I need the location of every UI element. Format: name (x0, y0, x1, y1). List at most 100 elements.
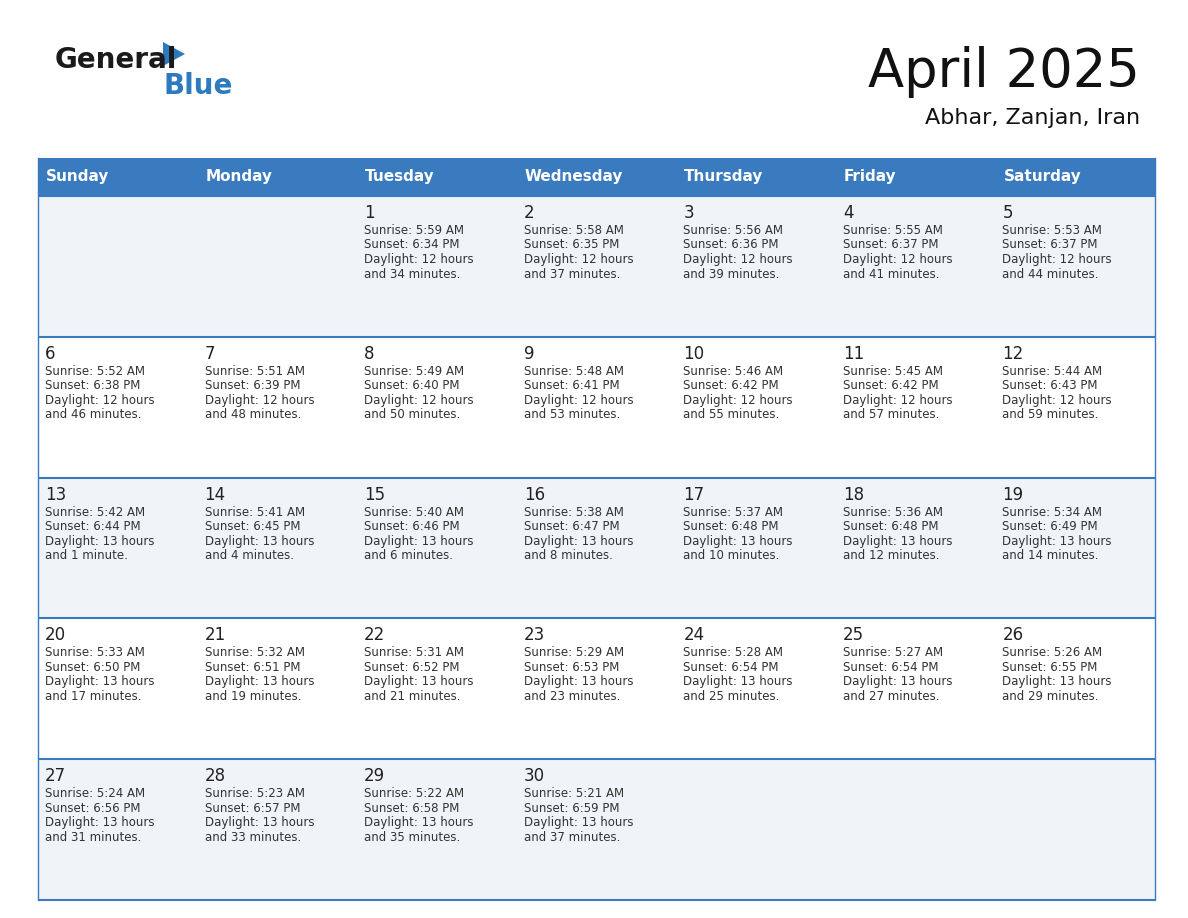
Text: Daylight: 12 hours: Daylight: 12 hours (842, 394, 953, 407)
Text: Sunset: 6:57 PM: Sunset: 6:57 PM (204, 801, 301, 814)
Text: Sunrise: 5:36 AM: Sunrise: 5:36 AM (842, 506, 943, 519)
Text: April 2025: April 2025 (868, 46, 1140, 98)
Text: Sunrise: 5:40 AM: Sunrise: 5:40 AM (365, 506, 465, 519)
Text: Daylight: 13 hours: Daylight: 13 hours (204, 534, 314, 548)
Text: Daylight: 13 hours: Daylight: 13 hours (524, 816, 633, 829)
Text: and 21 minutes.: and 21 minutes. (365, 690, 461, 703)
Text: Saturday: Saturday (1004, 170, 1081, 185)
Text: Sunset: 6:47 PM: Sunset: 6:47 PM (524, 521, 619, 533)
Text: Sunrise: 5:44 AM: Sunrise: 5:44 AM (1003, 364, 1102, 378)
Text: Sunrise: 5:59 AM: Sunrise: 5:59 AM (365, 224, 465, 237)
Bar (197, 158, 358, 196)
Text: 28: 28 (204, 767, 226, 785)
Text: Daylight: 13 hours: Daylight: 13 hours (45, 534, 154, 548)
Text: Daylight: 12 hours: Daylight: 12 hours (683, 394, 792, 407)
Text: Sunrise: 5:51 AM: Sunrise: 5:51 AM (204, 364, 304, 378)
Text: Daylight: 12 hours: Daylight: 12 hours (1003, 394, 1112, 407)
Text: Sunset: 6:55 PM: Sunset: 6:55 PM (1003, 661, 1098, 674)
Bar (996, 158, 1155, 196)
Text: and 27 minutes.: and 27 minutes. (842, 690, 940, 703)
Text: Sunset: 6:42 PM: Sunset: 6:42 PM (842, 379, 939, 392)
Text: and 37 minutes.: and 37 minutes. (524, 267, 620, 281)
Text: 25: 25 (842, 626, 864, 644)
Text: Sunrise: 5:29 AM: Sunrise: 5:29 AM (524, 646, 624, 659)
Bar (517, 158, 676, 196)
Text: Daylight: 12 hours: Daylight: 12 hours (524, 394, 633, 407)
Polygon shape (163, 42, 185, 66)
Text: and 1 minute.: and 1 minute. (45, 549, 128, 562)
Text: Sunrise: 5:22 AM: Sunrise: 5:22 AM (365, 788, 465, 800)
Bar (38, 477, 1155, 619)
Text: Sunset: 6:51 PM: Sunset: 6:51 PM (204, 661, 301, 674)
Text: 22: 22 (365, 626, 385, 644)
Text: Sunrise: 5:55 AM: Sunrise: 5:55 AM (842, 224, 943, 237)
Text: and 4 minutes.: and 4 minutes. (204, 549, 293, 562)
Text: Sunset: 6:48 PM: Sunset: 6:48 PM (683, 521, 779, 533)
Text: Sunset: 6:53 PM: Sunset: 6:53 PM (524, 661, 619, 674)
Text: Daylight: 13 hours: Daylight: 13 hours (524, 676, 633, 688)
Text: and 17 minutes.: and 17 minutes. (45, 690, 141, 703)
Text: Daylight: 13 hours: Daylight: 13 hours (365, 816, 474, 829)
Text: and 53 minutes.: and 53 minutes. (524, 409, 620, 421)
Text: and 50 minutes.: and 50 minutes. (365, 409, 461, 421)
Text: Sunset: 6:39 PM: Sunset: 6:39 PM (204, 379, 301, 392)
Text: and 35 minutes.: and 35 minutes. (365, 831, 461, 844)
Text: Daylight: 12 hours: Daylight: 12 hours (1003, 253, 1112, 266)
Text: and 48 minutes.: and 48 minutes. (204, 409, 301, 421)
Text: 16: 16 (524, 486, 545, 504)
Text: Sunset: 6:35 PM: Sunset: 6:35 PM (524, 239, 619, 252)
Text: Daylight: 13 hours: Daylight: 13 hours (842, 676, 953, 688)
Text: Sunset: 6:34 PM: Sunset: 6:34 PM (365, 239, 460, 252)
Text: 23: 23 (524, 626, 545, 644)
Text: 21: 21 (204, 626, 226, 644)
Text: Sunrise: 5:32 AM: Sunrise: 5:32 AM (204, 646, 304, 659)
Text: Daylight: 12 hours: Daylight: 12 hours (204, 394, 314, 407)
Text: Sunrise: 5:37 AM: Sunrise: 5:37 AM (683, 506, 783, 519)
Text: and 55 minutes.: and 55 minutes. (683, 409, 779, 421)
Text: and 33 minutes.: and 33 minutes. (204, 831, 301, 844)
Text: Sunrise: 5:38 AM: Sunrise: 5:38 AM (524, 506, 624, 519)
Text: Sunrise: 5:31 AM: Sunrise: 5:31 AM (365, 646, 465, 659)
Bar (38, 158, 197, 196)
Text: Sunrise: 5:58 AM: Sunrise: 5:58 AM (524, 224, 624, 237)
Text: Daylight: 13 hours: Daylight: 13 hours (45, 676, 154, 688)
Bar (38, 619, 1155, 759)
Text: Friday: Friday (843, 170, 897, 185)
Text: Daylight: 12 hours: Daylight: 12 hours (365, 253, 474, 266)
Text: Sunset: 6:52 PM: Sunset: 6:52 PM (365, 661, 460, 674)
Text: 15: 15 (365, 486, 385, 504)
Text: Daylight: 12 hours: Daylight: 12 hours (524, 253, 633, 266)
Text: Tuesday: Tuesday (365, 170, 435, 185)
Text: Sunrise: 5:24 AM: Sunrise: 5:24 AM (45, 788, 145, 800)
Text: Sunset: 6:58 PM: Sunset: 6:58 PM (365, 801, 460, 814)
Text: Daylight: 12 hours: Daylight: 12 hours (683, 253, 792, 266)
Text: Sunset: 6:40 PM: Sunset: 6:40 PM (365, 379, 460, 392)
Text: Abhar, Zanjan, Iran: Abhar, Zanjan, Iran (925, 108, 1140, 128)
Text: Sunrise: 5:46 AM: Sunrise: 5:46 AM (683, 364, 783, 378)
Text: Sunrise: 5:21 AM: Sunrise: 5:21 AM (524, 788, 624, 800)
Text: 17: 17 (683, 486, 704, 504)
Text: Sunset: 6:37 PM: Sunset: 6:37 PM (842, 239, 939, 252)
Text: Daylight: 13 hours: Daylight: 13 hours (45, 816, 154, 829)
Text: 30: 30 (524, 767, 545, 785)
Text: and 19 minutes.: and 19 minutes. (204, 690, 301, 703)
Text: Daylight: 12 hours: Daylight: 12 hours (45, 394, 154, 407)
Text: Thursday: Thursday (684, 170, 764, 185)
Text: 7: 7 (204, 345, 215, 363)
Text: Daylight: 13 hours: Daylight: 13 hours (204, 816, 314, 829)
Text: Sunset: 6:56 PM: Sunset: 6:56 PM (45, 801, 140, 814)
Text: Sunset: 6:43 PM: Sunset: 6:43 PM (1003, 379, 1098, 392)
Bar (38, 196, 1155, 337)
Text: Sunday: Sunday (46, 170, 109, 185)
Text: Daylight: 13 hours: Daylight: 13 hours (842, 534, 953, 548)
Text: Sunrise: 5:41 AM: Sunrise: 5:41 AM (204, 506, 304, 519)
Text: and 6 minutes.: and 6 minutes. (365, 549, 453, 562)
Text: Daylight: 13 hours: Daylight: 13 hours (1003, 676, 1112, 688)
Text: Sunset: 6:46 PM: Sunset: 6:46 PM (365, 521, 460, 533)
Text: 24: 24 (683, 626, 704, 644)
Text: Blue: Blue (163, 72, 233, 100)
Text: and 46 minutes.: and 46 minutes. (45, 409, 141, 421)
Text: 11: 11 (842, 345, 864, 363)
Text: Sunset: 6:50 PM: Sunset: 6:50 PM (45, 661, 140, 674)
Bar (38, 759, 1155, 900)
